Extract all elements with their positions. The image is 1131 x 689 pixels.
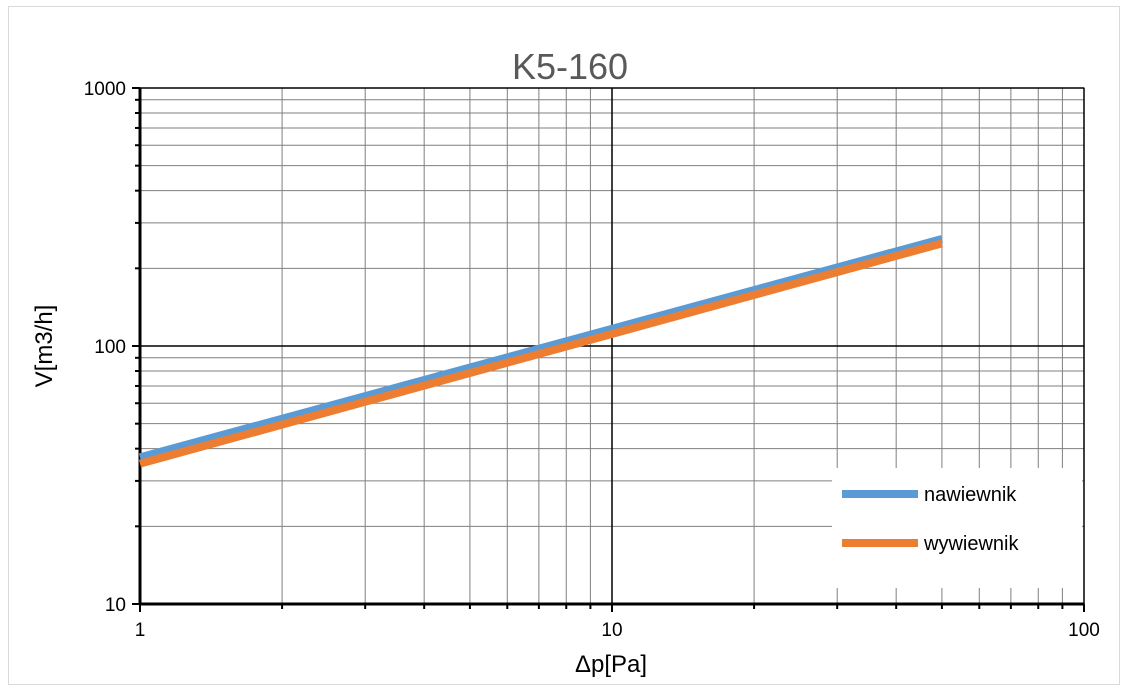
y-tick-label: 1000 (84, 79, 126, 100)
axes (132, 87, 1085, 612)
legend-box (832, 468, 1082, 588)
y-tick-label: 100 (94, 337, 126, 358)
y-axis-label: V[m3/h] (31, 305, 58, 388)
x-tick-label: 100 (1068, 620, 1100, 641)
grid (139, 87, 1085, 605)
legend-label-nawiewnik: nawiewnik (924, 484, 1017, 506)
tick-labels: 10 100 1000 1 10 100 (84, 79, 1100, 641)
chart-title: K5-160 (512, 46, 628, 87)
x-tick-label: 1 (135, 620, 146, 641)
series-line-wywiewnik (138, 239, 943, 468)
series-layer (138, 235, 943, 468)
x-axis-label: Δp[Pa] (575, 651, 647, 678)
y-tick-label: 10 (105, 595, 126, 616)
x-tick-label: 10 (601, 620, 622, 641)
series-line-nawiewnik (138, 235, 943, 462)
legend: nawiewnik wywiewnik (832, 468, 1082, 588)
legend-label-wywiewnik: wywiewnik (923, 533, 1019, 555)
